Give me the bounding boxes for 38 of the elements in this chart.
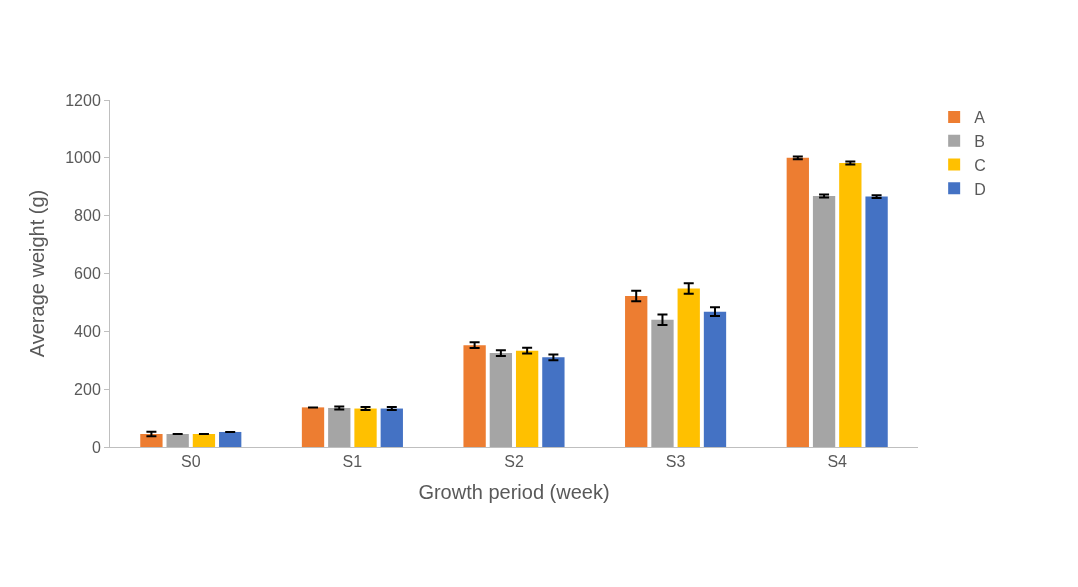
bar [865,196,888,447]
bar [542,357,565,447]
y-tick-label: 400 [74,322,101,340]
y-axis-title: Average weight (g) [25,189,48,358]
y-tick-label: 200 [74,380,101,398]
x-tick-label: S1 [342,453,363,471]
y-tick-label: 600 [74,265,101,283]
bar [219,431,242,447]
legend-label: A [974,109,986,127]
bar [328,407,351,447]
bar [489,353,513,447]
legend-label: C [974,156,986,174]
x-tick-label: S4 [827,453,848,471]
x-axis-title: Growth period (week) [418,480,610,503]
y-tick-label: 0 [91,438,101,456]
legend-label: D [974,180,986,198]
x-tick-label: S2 [504,453,524,471]
bar [301,407,325,447]
y-tick-label: 1200 [65,91,101,109]
bar [703,311,727,447]
bar [786,157,809,447]
y-tick-label: 800 [74,207,101,225]
legend-label: B [974,132,985,150]
bar [812,196,836,447]
bar [166,433,189,447]
bar [380,408,403,447]
bar [625,296,648,447]
bar [515,350,539,447]
bar [839,163,862,447]
bar [140,433,163,447]
bar [463,345,486,447]
bar [354,408,377,447]
y-tick-label: 1000 [65,149,101,167]
x-tick-label: S3 [665,453,686,471]
x-tick-label: S0 [181,453,201,471]
bar [192,433,216,447]
bar [651,319,674,447]
bar [677,288,700,447]
